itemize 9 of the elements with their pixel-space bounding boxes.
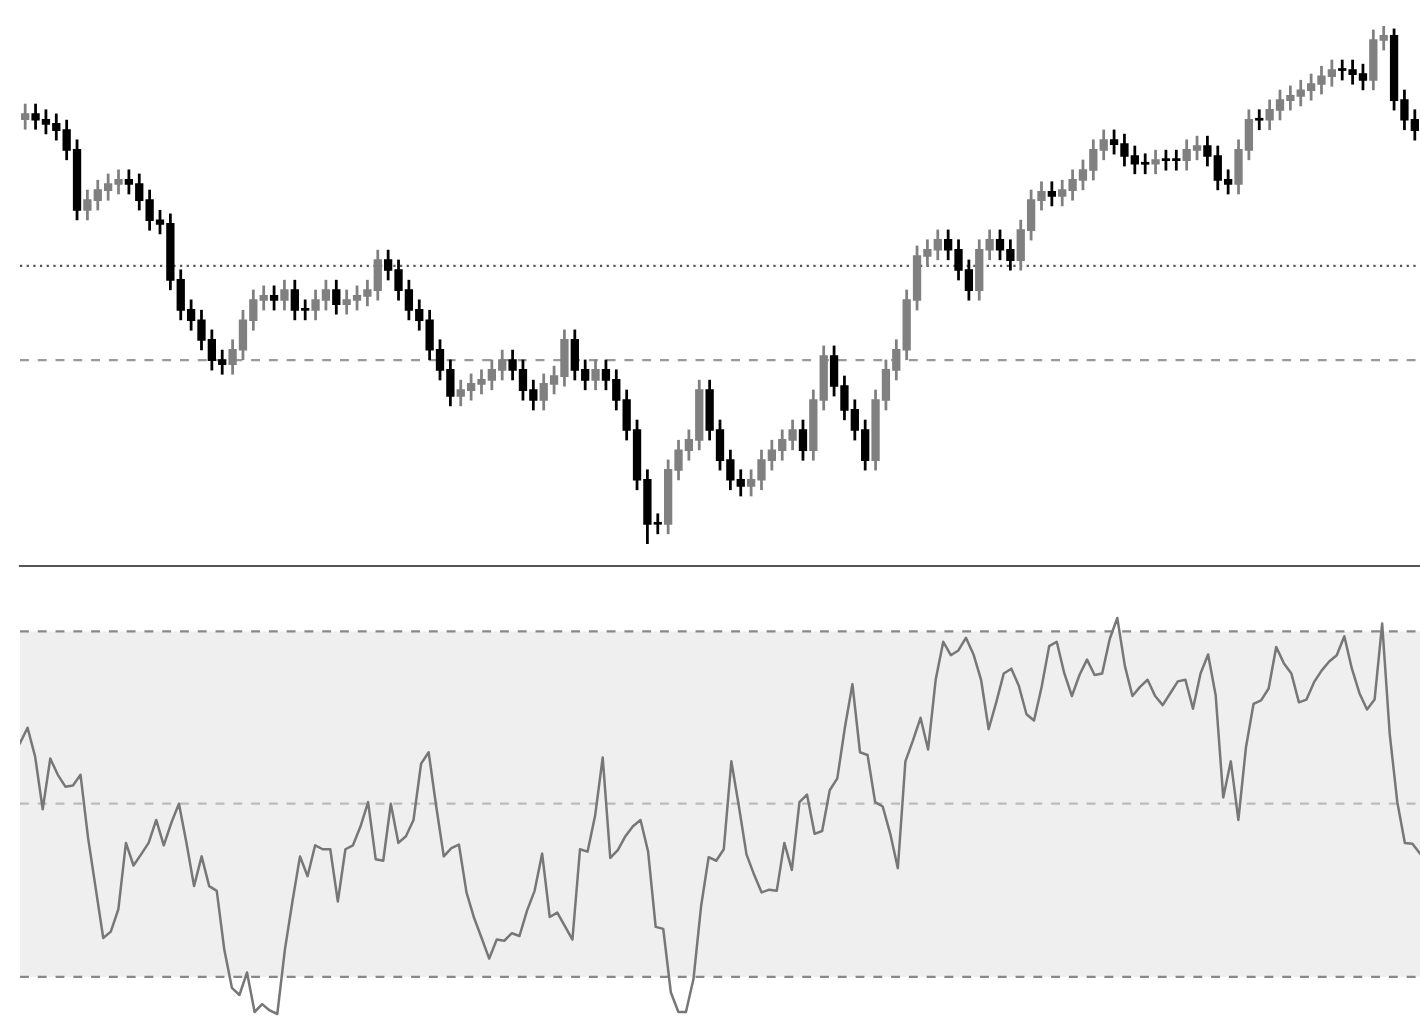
candlestick: [269, 284, 279, 312]
candlestick: [798, 418, 808, 462]
candlestick: [1047, 180, 1057, 208]
candlestick: [21, 102, 30, 131]
candlestick: [332, 278, 341, 316]
candlestick: [280, 278, 289, 312]
candlestick: [1255, 108, 1264, 132]
candlestick: [1151, 148, 1160, 176]
candlestick: [591, 358, 600, 392]
